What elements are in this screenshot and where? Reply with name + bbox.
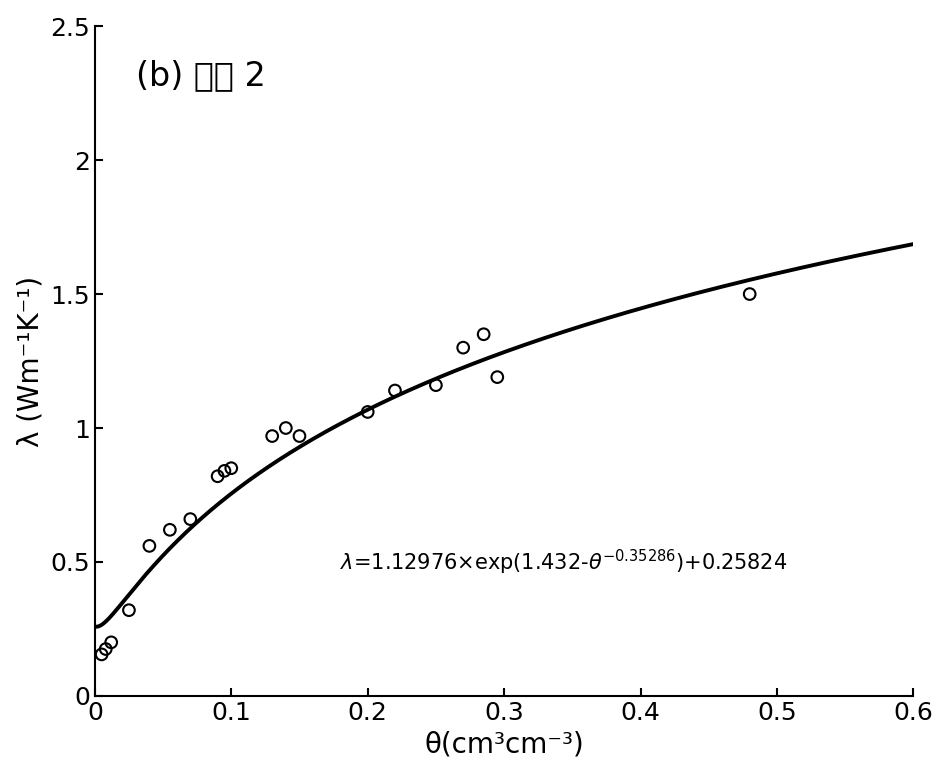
Point [162, 524, 178, 536]
Point [94, 648, 109, 660]
Text: (b) 土壤 2: (b) 土壤 2 [136, 60, 266, 93]
Point [476, 328, 491, 340]
Point [182, 513, 198, 525]
Point [98, 642, 113, 655]
Point [489, 371, 504, 384]
Point [104, 636, 119, 649]
Point [428, 379, 444, 391]
Point [210, 470, 225, 483]
Text: $\lambda$=1.12976×exp(1.432-$\theta^{-0.35286}$)+0.25824: $\lambda$=1.12976×exp(1.432-$\theta^{-0.… [340, 547, 788, 577]
Point [265, 430, 280, 443]
Y-axis label: λ (Wm⁻¹K⁻¹): λ (Wm⁻¹K⁻¹) [17, 275, 45, 446]
Point [223, 462, 238, 474]
Point [142, 539, 157, 552]
Point [292, 430, 307, 443]
Point [360, 406, 375, 419]
Point [456, 342, 471, 354]
X-axis label: θ(cm³cm⁻³): θ(cm³cm⁻³) [425, 730, 584, 758]
Point [742, 288, 757, 300]
Point [217, 465, 232, 477]
Point [388, 384, 403, 397]
Point [278, 422, 294, 434]
Point [122, 604, 137, 616]
